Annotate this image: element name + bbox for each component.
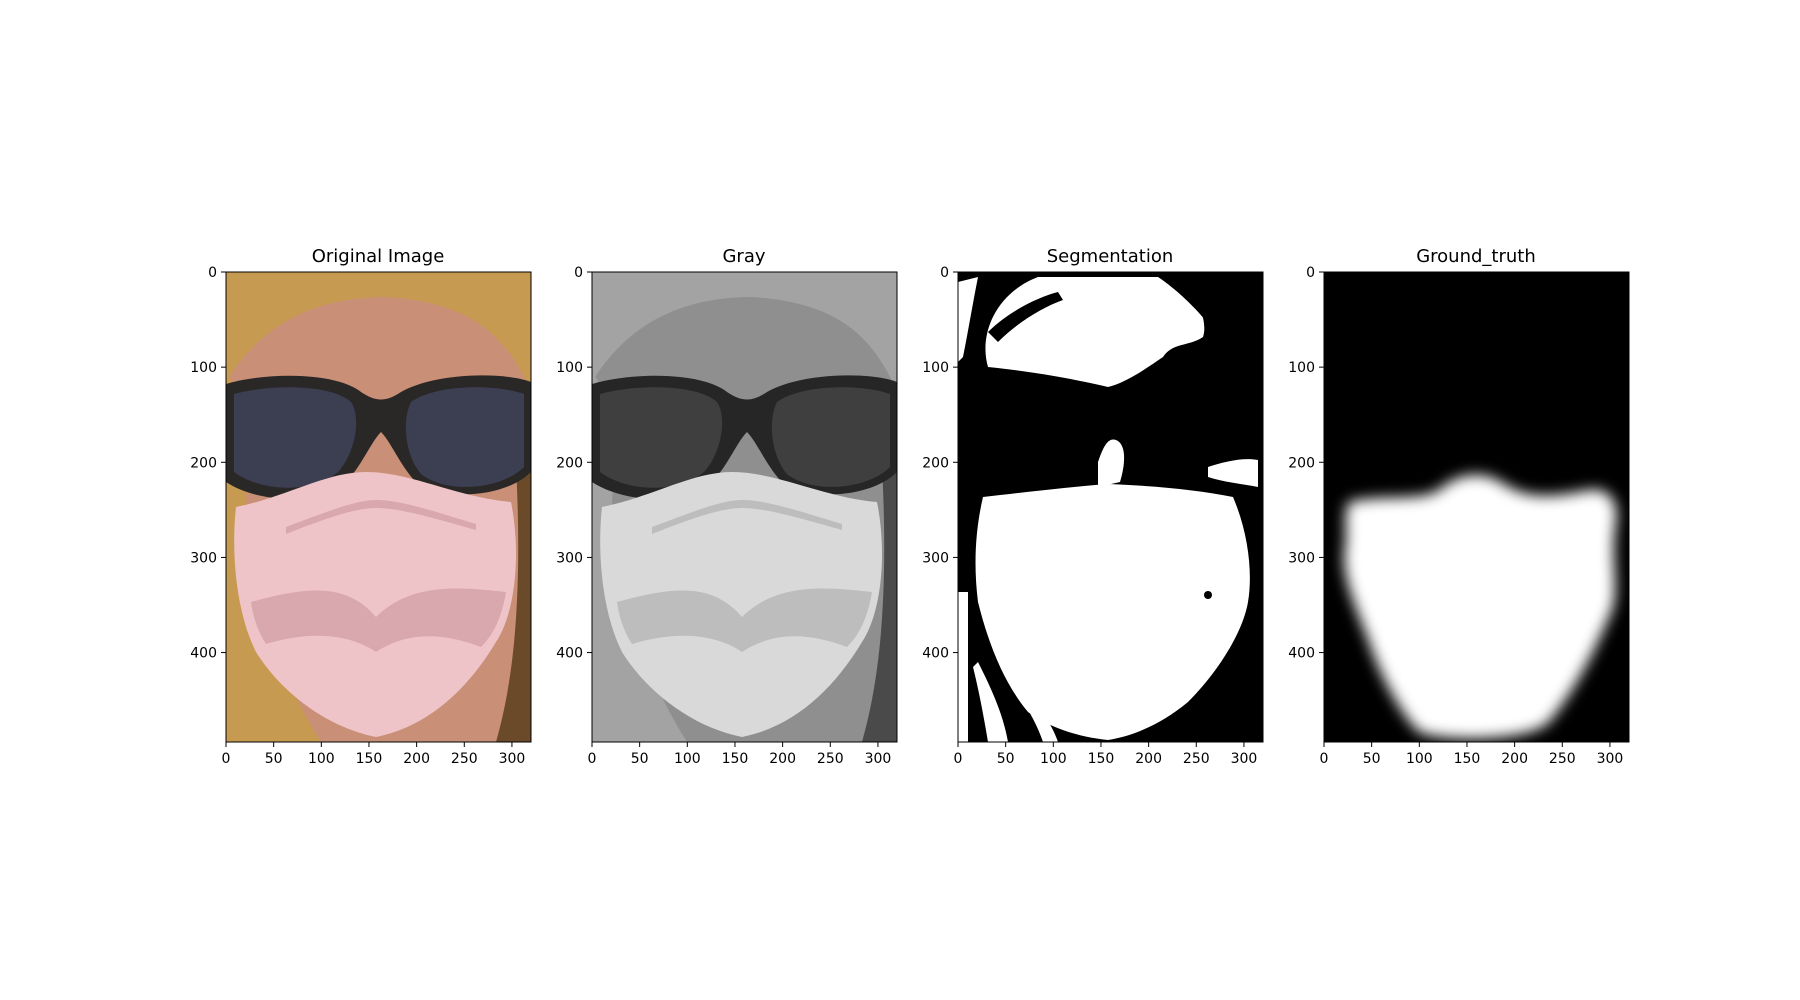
y-tick-label: 200 <box>922 455 949 471</box>
x-tick-label: 150 <box>1454 751 1481 767</box>
y-tick-label: 300 <box>190 550 217 566</box>
y-tick-label: 100 <box>922 360 949 376</box>
x-tick-label: 300 <box>499 751 526 767</box>
y-tick-label: 100 <box>556 360 583 376</box>
panel-segmentation: Segmentation 0 50 100 150 200 250 300 0 100 200 3… <box>922 246 1264 767</box>
x-tick-label: 100 <box>1040 751 1067 767</box>
x-tick-label: 100 <box>308 751 335 767</box>
image-segmentation <box>958 272 1263 742</box>
panel-gray: Gray 0 50 100 150 200 250 300 0 100 200 300 400 <box>556 246 898 767</box>
image-original <box>226 272 531 742</box>
y-tick-label: 0 <box>940 265 949 281</box>
y-tick-label: 400 <box>190 646 217 662</box>
y-tick-label: 400 <box>1288 646 1315 662</box>
x-tick-label: 250 <box>1549 751 1576 767</box>
y-tick-label: 400 <box>922 646 949 662</box>
x-tick-label: 50 <box>631 751 649 767</box>
panel-title-segmentation: Segmentation <box>1047 246 1174 267</box>
y-tick-label: 300 <box>1288 550 1315 566</box>
y-tick-label: 0 <box>208 265 217 281</box>
x-tick-label: 250 <box>817 751 844 767</box>
y-tick-label: 200 <box>190 455 217 471</box>
x-tick-label: 250 <box>1183 751 1210 767</box>
x-tick-label: 150 <box>356 751 383 767</box>
y-tick-label: 300 <box>922 550 949 566</box>
y-tick-label: 0 <box>574 265 583 281</box>
y-tick-label: 0 <box>1306 265 1315 281</box>
x-tick-label: 300 <box>1597 751 1624 767</box>
y-tick-label: 100 <box>1288 360 1315 376</box>
panel-title-ground-truth: Ground_truth <box>1416 246 1536 267</box>
y-tick-label: 100 <box>190 360 217 376</box>
panel-title-original-image: Original Image <box>312 246 445 267</box>
x-tick-label: 50 <box>1363 751 1381 767</box>
panel-title-gray: Gray <box>722 246 765 267</box>
x-tick-label: 0 <box>222 751 231 767</box>
x-tick-label: 50 <box>997 751 1015 767</box>
x-tick-label: 0 <box>954 751 963 767</box>
y-tick-label: 300 <box>556 550 583 566</box>
image-ground-truth <box>1324 272 1629 742</box>
x-tick-label: 0 <box>1320 751 1329 767</box>
x-tick-label: 200 <box>1135 751 1162 767</box>
x-tick-label: 100 <box>674 751 701 767</box>
x-tick-label: 200 <box>769 751 796 767</box>
image-gray <box>592 272 897 742</box>
panel-original-image: Original Image 0 50 100 150 200 250 300 0 100 20… <box>190 246 532 767</box>
y-tick-label: 200 <box>1288 455 1315 471</box>
x-tick-label: 300 <box>1231 751 1258 767</box>
x-tick-label: 150 <box>722 751 749 767</box>
x-tick-label: 50 <box>265 751 283 767</box>
x-tick-label: 200 <box>403 751 430 767</box>
x-tick-label: 150 <box>1088 751 1115 767</box>
y-tick-label: 200 <box>556 455 583 471</box>
x-tick-label: 250 <box>451 751 478 767</box>
x-tick-label: 200 <box>1501 751 1528 767</box>
x-tick-label: 100 <box>1406 751 1433 767</box>
y-tick-label: 400 <box>556 646 583 662</box>
panel-ground-truth: Ground_truth 0 50 100 150 200 250 300 0 100 200 3… <box>1288 246 1630 767</box>
x-tick-label: 0 <box>588 751 597 767</box>
x-tick-label: 300 <box>865 751 892 767</box>
